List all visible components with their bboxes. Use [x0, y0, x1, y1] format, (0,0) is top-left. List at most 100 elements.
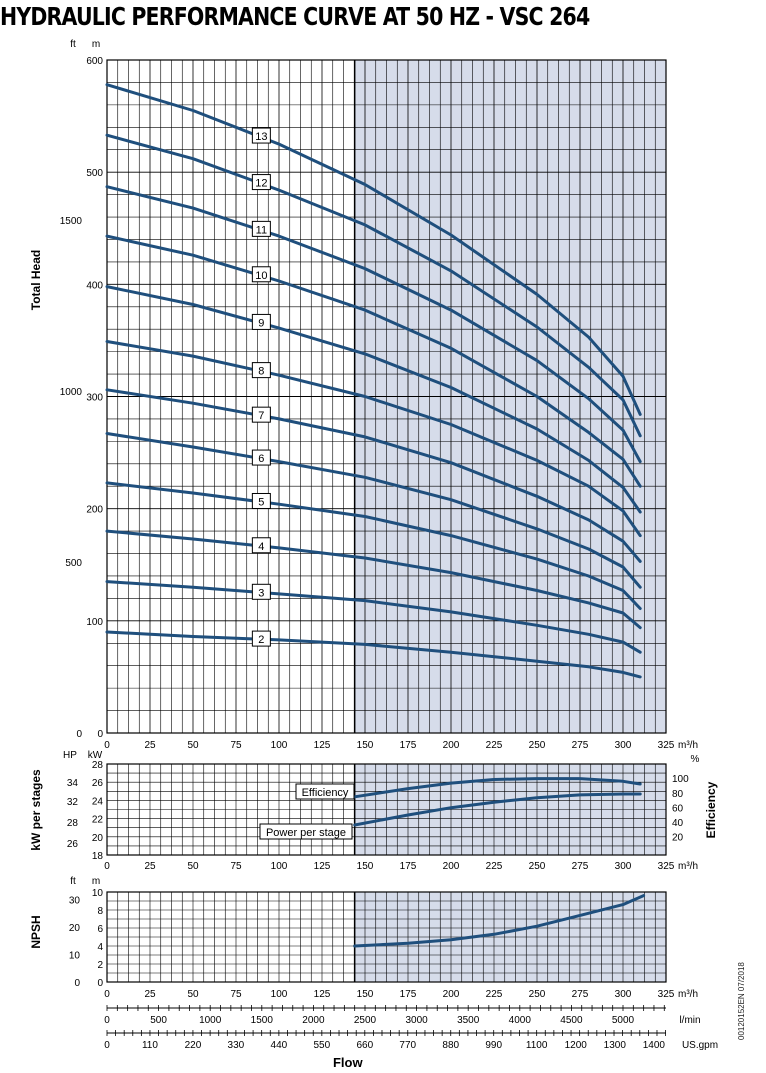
- power-tick-hp: 28: [67, 818, 79, 829]
- stage-label-box: [251, 313, 271, 330]
- power-unit-pct: %: [691, 754, 700, 765]
- head-ylabel: Total Head: [29, 250, 43, 310]
- npsh-tick-x: 125: [314, 989, 331, 1000]
- power-tick-hp: 32: [67, 797, 79, 808]
- power-tick-x: 200: [443, 861, 460, 872]
- head-curve-stage-7: [105, 388, 642, 563]
- npsh-tick-ft: 20: [69, 923, 81, 934]
- head-tick-x: 225: [486, 740, 503, 751]
- npsh-unit-m: m: [92, 876, 100, 887]
- head-tick-x: 25: [144, 740, 156, 751]
- lmin-tick: 2000: [302, 1015, 325, 1026]
- head-tick-m: 100: [86, 617, 103, 628]
- stage-label-box: [251, 362, 271, 379]
- power-label-box: [259, 823, 353, 840]
- power-tick-x: 25: [144, 861, 156, 872]
- npsh-tick-m: 10: [92, 888, 104, 899]
- power-tick-kw: 24: [92, 796, 104, 807]
- power-ylabel: kW per stages: [29, 769, 43, 851]
- head-tick-x: 175: [400, 740, 417, 751]
- power-tick-x: 125: [314, 861, 331, 872]
- head-tick-x: 0: [104, 740, 110, 751]
- power-x-unit: m³/h: [678, 861, 698, 872]
- head-tick-x: 75: [230, 740, 242, 751]
- npsh-tick-x: 325: [658, 989, 675, 1000]
- head-tick-m: 0: [97, 729, 103, 740]
- gpm-tick: 1100: [526, 1040, 548, 1051]
- npsh-tick-x: 100: [271, 989, 288, 1000]
- head-curve-stage-10: [105, 234, 642, 488]
- gpm-tick: 990: [485, 1040, 502, 1051]
- head-tick-x: 100: [271, 740, 288, 751]
- power-tick-x: 175: [400, 861, 417, 872]
- gpm-tick: 110: [142, 1040, 158, 1051]
- gpm-tick: 440: [271, 1040, 288, 1051]
- stage-label-7: 7: [258, 410, 264, 422]
- stage-label-box: [251, 406, 271, 423]
- gpm-tick: 1300: [604, 1040, 627, 1051]
- npsh-unit-ft: ft: [70, 876, 76, 887]
- power-tick-x: 275: [572, 861, 589, 872]
- stage-label-box: [251, 449, 271, 466]
- power-tick-kw: 28: [92, 760, 104, 771]
- head-curve-stage-9: [105, 285, 642, 514]
- power-tick-x: 300: [615, 861, 632, 872]
- stage-label-12: 12: [255, 178, 267, 190]
- power-tick-kw: 22: [92, 815, 104, 826]
- head-frame: [106, 59, 667, 734]
- gpm-unit: US.gpm: [682, 1040, 718, 1051]
- npsh-tick-x: 50: [187, 989, 199, 1000]
- lmin-tick: 1000: [199, 1015, 222, 1026]
- stage-label-5: 5: [258, 496, 264, 508]
- gpm-tick: 770: [399, 1040, 416, 1051]
- stage-label-4: 4: [258, 541, 264, 553]
- gpm-tick: 880: [442, 1040, 459, 1051]
- npsh-tick-x: 200: [443, 989, 460, 1000]
- power-unit-kw: kW: [88, 750, 103, 761]
- gpm-tick: 1400: [643, 1040, 666, 1051]
- gpm-tick: 1200: [565, 1040, 588, 1051]
- power-curve: [353, 792, 642, 827]
- npsh-frame: [106, 891, 667, 983]
- stage-label-8: 8: [258, 366, 264, 378]
- head-curve-stage-12: [105, 133, 642, 438]
- power-tick-eff: 60: [672, 803, 684, 814]
- head-tick-ft: 0: [76, 729, 82, 740]
- npsh-tick-ft: 0: [74, 978, 80, 989]
- head-tick-x: 125: [314, 740, 331, 751]
- head-curve-stage-3: [105, 580, 642, 654]
- stage-label-box: [251, 266, 271, 283]
- head-tick-m: 300: [86, 393, 103, 404]
- head-tick-m: 500: [86, 168, 103, 179]
- npsh-curve: [353, 894, 646, 948]
- efficiency-label-box: [295, 783, 355, 800]
- npsh-tick-x: 150: [357, 989, 374, 1000]
- npsh-tick-x: 75: [230, 989, 242, 1000]
- npsh-tick-x: 250: [529, 989, 546, 1000]
- head-curve-stage-8: [105, 340, 642, 538]
- power-tick-x: 150: [357, 861, 374, 872]
- lmin-tick: 4500: [560, 1015, 583, 1026]
- head-tick-x: 200: [443, 740, 460, 751]
- head-tick-x: 250: [529, 740, 546, 751]
- head-tick-x: 150: [357, 740, 374, 751]
- npsh-tick-ft: 30: [69, 896, 81, 907]
- head-tick-ft: 1000: [60, 387, 83, 398]
- power-tick-eff: 100: [672, 774, 689, 785]
- npsh-tick-m: 4: [97, 942, 103, 953]
- power-tick-x: 0: [104, 861, 110, 872]
- stage-label-13: 13: [255, 131, 267, 143]
- head-tick-m: 200: [86, 505, 103, 516]
- stage-label-9: 9: [258, 317, 264, 329]
- npsh-tick-m: 0: [97, 978, 103, 989]
- head-tick-x: 50: [187, 740, 199, 751]
- gpm-tick: 550: [313, 1040, 330, 1051]
- head-curve-stage-4: [105, 529, 642, 630]
- head-curve-stage-11: [105, 185, 642, 464]
- gpm-tick: 660: [356, 1040, 373, 1051]
- power-tick-eff: 20: [672, 832, 684, 843]
- page-title: HYDRAULIC PERFORMANCE CURVE AT 50 HZ - V…: [0, 2, 590, 31]
- lmin-unit: l/min: [679, 1015, 700, 1026]
- efficiency-ylabel: Efficiency: [704, 781, 718, 838]
- power-tick-x: 75: [230, 861, 242, 872]
